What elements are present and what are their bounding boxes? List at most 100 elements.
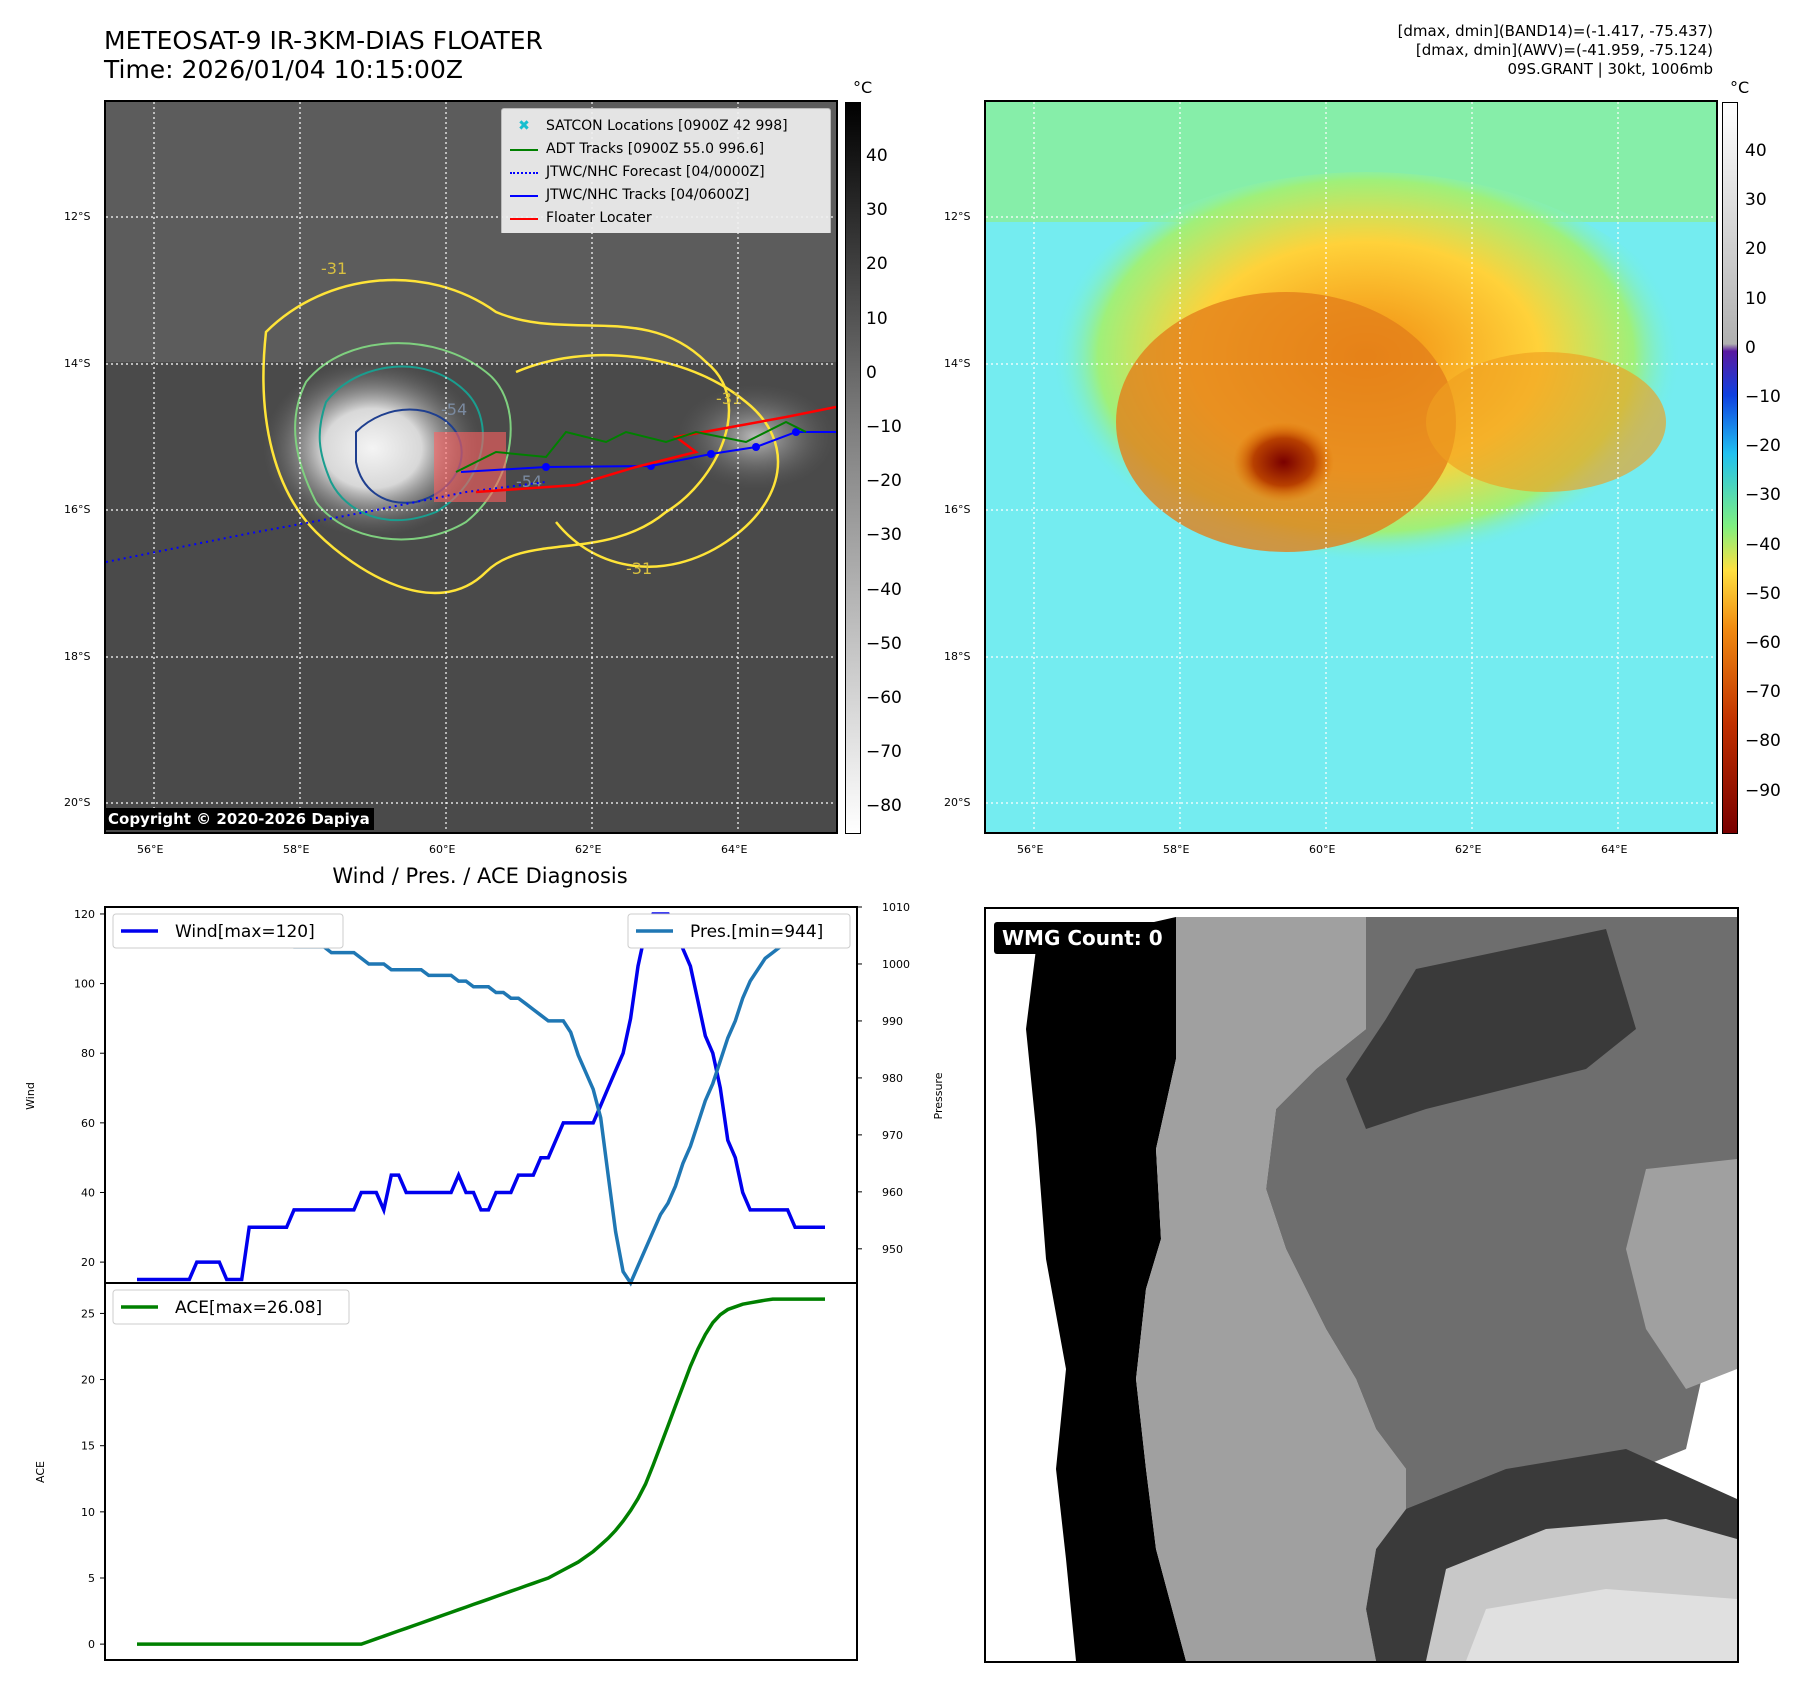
colorbar-tick-label: −50 xyxy=(1745,583,1781,604)
y-tick-label: 20 xyxy=(81,1374,95,1387)
lon-label: 56°E xyxy=(137,843,164,856)
colorbar-tick-label: 0 xyxy=(1745,337,1756,358)
colorbar-tick-label: −70 xyxy=(1745,682,1781,703)
colorbar-tick-label: −70 xyxy=(866,742,902,763)
legend-floater: Floater Locater xyxy=(510,207,820,230)
lat-label: 14°S xyxy=(64,357,91,370)
lat-label: 12°S xyxy=(944,210,971,223)
series-line-ace xyxy=(137,1297,825,1646)
colorbar-tick-label: −60 xyxy=(866,688,902,708)
lat-label: 12°S xyxy=(64,210,91,223)
contour-label: -31 xyxy=(321,259,347,278)
legend-jtwc: JTWC/NHC Tracks [04/0600Z] xyxy=(510,184,820,207)
y-tick-label: 15 xyxy=(81,1440,95,1453)
lat-label: 16°S xyxy=(64,503,91,516)
lon-label: 64°E xyxy=(1601,843,1628,856)
colorbar-tick-label: −80 xyxy=(1745,731,1781,752)
colorbar-tick-label: −40 xyxy=(866,579,902,600)
lon-label: 56°E xyxy=(1017,843,1044,856)
wind-legend-label: Wind[max=120] xyxy=(175,922,315,942)
ace-legend-box xyxy=(112,1289,350,1325)
colorbar-tick-label: 20 xyxy=(866,254,888,275)
lat-label: 14°S xyxy=(944,357,971,370)
lat-label: 20°S xyxy=(64,796,91,809)
ace-chart-frame xyxy=(104,1282,858,1661)
colorbar-tick-label: 0 xyxy=(866,362,877,383)
colorbar-tick-label: −20 xyxy=(1745,436,1781,457)
dmax-band14: [dmax, dmin](BAND14)=(-1.417, -75.437) xyxy=(1397,22,1713,40)
ace-legend-label: ACE[max=26.08] xyxy=(175,1298,322,1318)
y-axis-label: Wind xyxy=(24,1082,37,1110)
contour-label: -31 xyxy=(716,389,742,408)
wmg-count-badge: WMG Count: 0 xyxy=(994,922,1171,954)
colorbar-tick-label: −50 xyxy=(866,633,902,654)
series-line-wind xyxy=(137,912,825,1282)
colorbar-tick-label: 30 xyxy=(866,200,888,221)
ir-color-map xyxy=(984,100,1718,834)
line-icon xyxy=(510,148,538,151)
y-tick-label: 20 xyxy=(81,1256,95,1269)
colorbar-tick-label: −20 xyxy=(866,471,902,492)
y-tick-label: 120 xyxy=(74,908,95,921)
ace-axis-label: ACE xyxy=(34,1461,47,1483)
wind-legend-box xyxy=(112,913,344,949)
lat-label: 18°S xyxy=(944,650,971,663)
wind-chart-frame xyxy=(104,906,858,1284)
colorbar-unit: °C xyxy=(1730,78,1750,97)
y-tick-label: 0 xyxy=(88,1638,95,1651)
ir-color-image xyxy=(986,102,1716,832)
line-icon xyxy=(510,217,538,220)
lat-label: 18°S xyxy=(64,650,91,663)
colorbar-tick-label: 40 xyxy=(866,146,888,166)
lon-label: 62°E xyxy=(1455,843,1482,856)
colorbar-tick-label: −30 xyxy=(866,525,902,546)
colorbar-tick-label: 20 xyxy=(1745,239,1767,260)
dmax-info: [dmax, dmin](BAND14)=(-1.417, -75.437) [… xyxy=(1398,22,1713,79)
dotted-line-icon xyxy=(510,171,538,174)
lon-label: 60°E xyxy=(429,843,456,856)
figure-title: METEOSAT-9 IR-3KM-DIAS FLOATER Time: 202… xyxy=(104,26,543,84)
colorbar-tick-label: −60 xyxy=(1745,633,1781,653)
y-tick-label: 10 xyxy=(81,1506,95,1519)
adt-track xyxy=(455,420,807,473)
contour-label: -54 xyxy=(516,472,542,491)
storm-info: 09S.GRANT | 30kt, 1006mb xyxy=(1507,60,1713,78)
lon-label: 58°E xyxy=(1163,843,1190,856)
color-map-gridlines xyxy=(986,102,1716,832)
title-line2: Time: 2026/01/04 10:15:00Z xyxy=(104,55,463,84)
lon-label: 58°E xyxy=(283,843,310,856)
lon-label: 62°E xyxy=(575,843,602,856)
ir-gray-image: -31 -54 -54 -31 -31 ✖ xyxy=(106,102,836,832)
y-right-tick-label: 950 xyxy=(882,1243,903,1256)
color-colorbar xyxy=(1722,102,1738,834)
y-right-tick-label: 990 xyxy=(882,1015,903,1028)
colorbar-tick-label: 10 xyxy=(1745,288,1767,309)
colorbar-tick-label: −10 xyxy=(1745,387,1781,407)
y-right-axis-label: Pressure xyxy=(932,1072,945,1119)
x-marker-icon: ✖ xyxy=(518,118,530,134)
contour-label: -31 xyxy=(626,559,652,578)
map-legend: ✖ SATCON Locations [0900Z 42 998] ADT Tr… xyxy=(501,108,831,233)
pressure-legend-box xyxy=(627,913,851,949)
legend-satcon: ✖ SATCON Locations [0900Z 42 998] xyxy=(510,115,820,138)
line-dot-icon xyxy=(510,194,538,197)
y-right-tick-label: 980 xyxy=(882,1072,903,1085)
legend-adt: ADT Tracks [0900Z 55.0 996.6] xyxy=(510,138,820,161)
y-right-tick-label: 970 xyxy=(882,1129,903,1142)
y-right-tick-label: 960 xyxy=(882,1186,903,1199)
colorbar-tick-label: 30 xyxy=(1745,190,1767,211)
colorbar-tick-label: −30 xyxy=(1745,485,1781,506)
lon-label: 64°E xyxy=(721,843,748,856)
ir-gray-map: -31 -54 -54 -31 -31 ✖ xyxy=(104,100,838,834)
colorbar-tick-label: 10 xyxy=(866,308,888,329)
pressure-legend-label: Pres.[min=944] xyxy=(690,922,823,942)
jtwc-track-points xyxy=(542,428,800,471)
colorbar-tick-label: −40 xyxy=(1745,534,1781,555)
y-right-tick-label: 1010 xyxy=(882,901,910,914)
y-tick-label: 5 xyxy=(88,1572,95,1585)
lon-label: 60°E xyxy=(1309,843,1336,856)
lat-label: 16°S xyxy=(944,503,971,516)
colorbar-tick-label: −10 xyxy=(866,417,902,437)
contour-label: -54 xyxy=(441,400,467,419)
title-line1: METEOSAT-9 IR-3KM-DIAS FLOATER xyxy=(104,26,543,55)
